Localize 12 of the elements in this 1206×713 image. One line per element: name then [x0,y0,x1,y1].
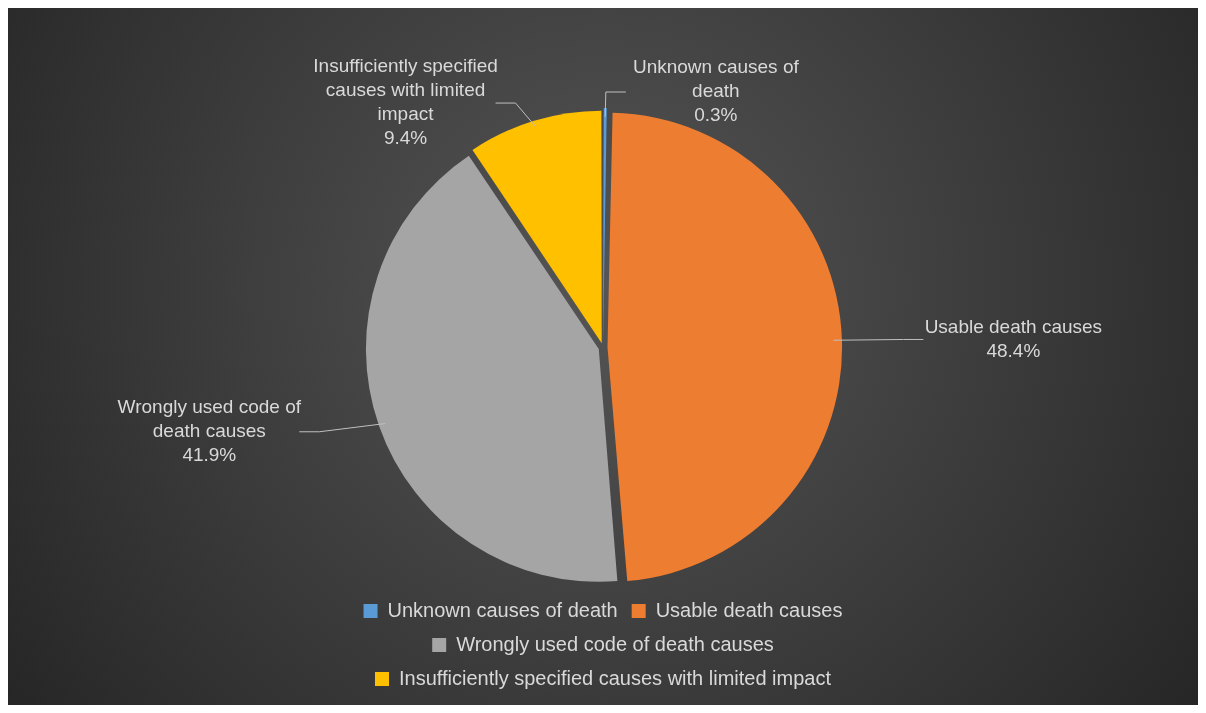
data-label: 9.4% [383,127,428,149]
legend-label: Wrongly used code of death causes [456,632,774,655]
data-label: 0.3% [694,104,738,126]
legend-label: Usable death causes [655,598,843,621]
data-label: 41.9% [182,444,237,466]
legend-label: Insufficiently specified causes with limited impact [398,666,832,689]
slice-label: Wrongly used code of death causes [117,396,302,442]
data-label: 48.4% [986,339,1041,361]
slice-label: Usable death causes [924,315,1103,337]
legend-label: Unknown causes of death [387,598,618,621]
slice-label: Insufficiently specified causes with limited impact [313,55,498,125]
slice-label: Unknown causes of death [632,56,800,102]
